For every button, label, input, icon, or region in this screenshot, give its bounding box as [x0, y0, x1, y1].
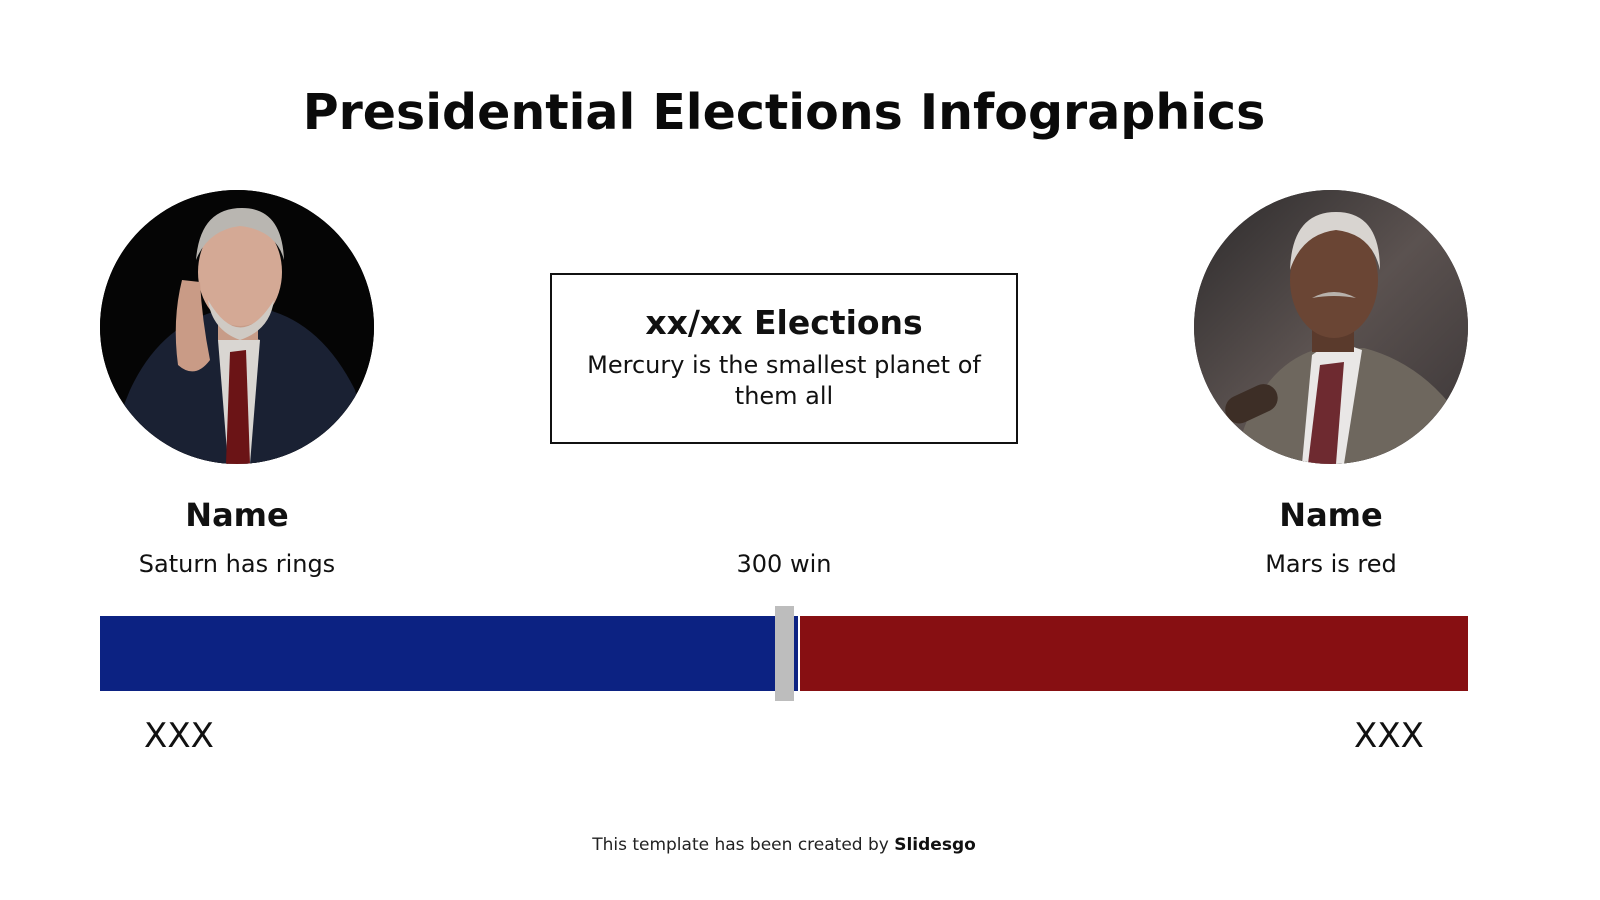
election-heading: xx/xx Elections — [645, 303, 923, 342]
win-threshold-marker — [775, 606, 794, 701]
candidate-right-description: Mars is red — [1265, 550, 1397, 578]
candidate-right-name: Name — [1279, 496, 1383, 534]
footer-credit: This template has been created by Slides… — [0, 835, 1568, 855]
vote-share-bar — [100, 616, 1468, 691]
slide-title: Presidential Elections Infographics — [302, 84, 1266, 141]
portrait-left-image — [100, 190, 374, 464]
candidate-right-photo — [1194, 190, 1468, 464]
candidate-left-votes: XXX — [144, 716, 214, 756]
candidate-left-name: Name — [185, 496, 289, 534]
election-description: Mercury is the smallest planet of them a… — [587, 351, 981, 410]
footer-brand: Slidesgo — [894, 835, 976, 855]
candidate-left-photo — [100, 190, 374, 464]
footer-prefix: This template has been created by — [592, 835, 895, 855]
candidate-left-description: Saturn has rings — [138, 550, 336, 578]
vote-bar-left-segment — [100, 616, 798, 691]
election-info-box: xx/xx Elections Mercury is the smallest … — [550, 273, 1018, 444]
vote-bar-right-segment — [800, 616, 1468, 691]
portrait-right-image — [1194, 190, 1468, 464]
win-threshold-label: 300 win — [736, 550, 832, 578]
candidate-right-votes: XXX — [1354, 716, 1424, 756]
